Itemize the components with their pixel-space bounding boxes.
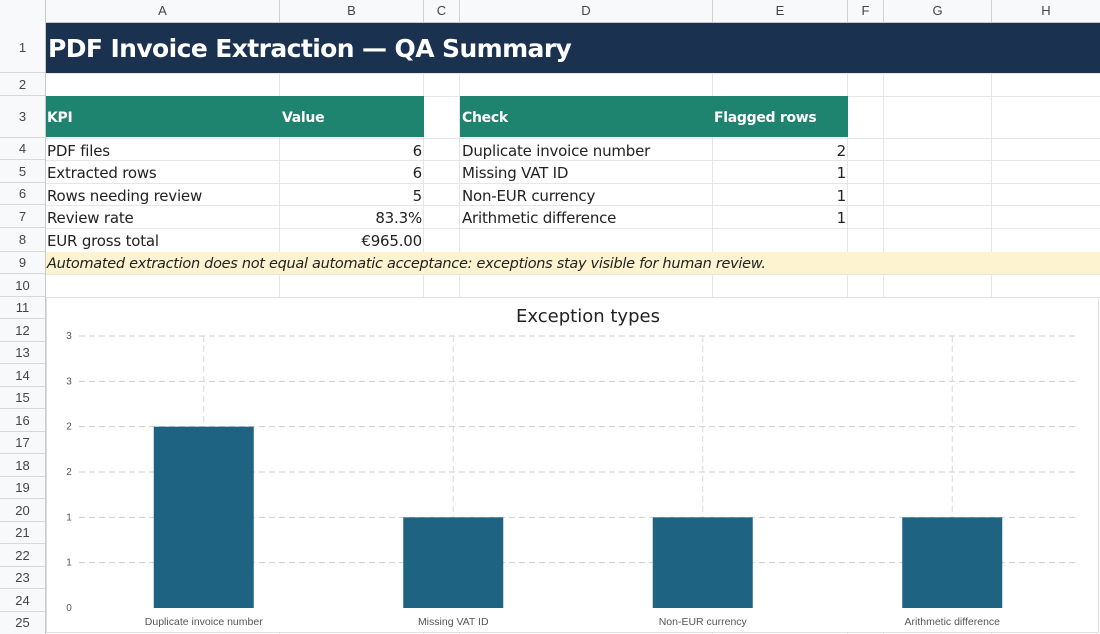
kpi-header-label: KPI: [47, 110, 73, 126]
column-header-e[interactable]: E: [713, 0, 848, 22]
row-header-17[interactable]: 17: [0, 432, 45, 454]
row-header-18[interactable]: 18: [0, 454, 45, 477]
column-header-c[interactable]: C: [424, 0, 460, 22]
chart-canvas: Exception types 0 1 1 2 2 3 3 Duplicate invoice …: [66, 306, 1077, 628]
y-tick-label: 3: [66, 376, 72, 387]
bar-2: [403, 517, 504, 608]
row-header-19[interactable]: 19: [0, 477, 45, 499]
column-header-a[interactable]: A: [46, 0, 280, 22]
title-banner[interactable]: [46, 23, 1100, 73]
row-header-3[interactable]: 3: [0, 96, 45, 138]
row-header-22[interactable]: 22: [0, 544, 45, 567]
column-header-b[interactable]: B: [280, 0, 424, 22]
row-header-14[interactable]: 14: [0, 364, 45, 387]
row-header-9[interactable]: 9: [0, 252, 45, 274]
kpi-table-header[interactable]: [46, 96, 424, 137]
row-headers: 1 2 3 4 5 6 7 8 9 10 11 12 13 14 15 16 1…: [0, 23, 46, 634]
y-tick-label: 2: [66, 422, 72, 433]
bar-3: [652, 517, 753, 608]
column-header-f[interactable]: F: [848, 0, 884, 22]
x-tick-label: Non-EUR currency: [659, 616, 748, 628]
kpi-value-review-rate[interactable]: 83.3%: [375, 209, 422, 227]
row-header-13[interactable]: 13: [0, 342, 45, 364]
row-header-1[interactable]: 1: [0, 23, 45, 73]
bar-4: [902, 517, 1003, 608]
kpi-label-pdf-files[interactable]: PDF files: [47, 142, 110, 160]
y-tick-label: 1: [66, 558, 72, 569]
row-header-20[interactable]: 20: [0, 499, 45, 522]
x-tick-label: Missing VAT ID: [418, 616, 489, 628]
check-value-missing-vat-id[interactable]: 1: [836, 164, 847, 182]
bar-1: [153, 426, 254, 608]
row-header-23[interactable]: 23: [0, 567, 45, 589]
y-tick-label: 0: [66, 603, 72, 614]
row-header-8[interactable]: 8: [0, 228, 45, 252]
y-tick-label: 3: [66, 331, 72, 342]
kpi-label-eur-gross-total[interactable]: EUR gross total: [47, 232, 159, 250]
row-header-10[interactable]: 10: [0, 274, 45, 297]
column-header-h[interactable]: H: [1041, 3, 1051, 18]
column-headers: A B C D E F G H: [0, 0, 1100, 23]
chart-title: Exception types: [516, 306, 660, 327]
column-header-d[interactable]: D: [460, 0, 713, 22]
review-note: Automated extraction does not equal auto…: [47, 256, 766, 272]
check-label-missing-vat-id[interactable]: Missing VAT ID: [462, 164, 569, 182]
note-row[interactable]: [46, 252, 1100, 274]
row-header-5[interactable]: 5: [0, 160, 45, 183]
exception-types-chart[interactable]: Exception types 0 1 1 2 2 3 3 Duplicate invoice …: [46, 297, 1099, 633]
row-header-6[interactable]: 6: [0, 183, 45, 205]
y-tick-label: 2: [66, 467, 72, 478]
row-header-15[interactable]: 15: [0, 387, 45, 409]
row-header-7[interactable]: 7: [0, 205, 45, 228]
row-header-21[interactable]: 21: [0, 522, 45, 544]
check-value-non-eur-currency[interactable]: 1: [836, 187, 847, 205]
row-header-25[interactable]: 25: [15, 615, 30, 630]
check-label-duplicate-invoice[interactable]: Duplicate invoice number: [462, 142, 651, 160]
select-all-corner[interactable]: [0, 0, 46, 23]
kpi-value-extracted-rows[interactable]: 6: [412, 164, 423, 182]
check-header-value: Flagged rows: [714, 110, 817, 126]
kpi-label-rows-needing-review[interactable]: Rows needing review: [47, 187, 203, 205]
kpi-value-rows-needing-review[interactable]: 5: [412, 187, 423, 205]
check-table-header[interactable]: [460, 96, 848, 137]
kpi-value-eur-gross-total[interactable]: €965.00: [361, 232, 422, 250]
check-header-label: Check: [462, 110, 508, 126]
row-header-11[interactable]: 11: [0, 297, 45, 319]
y-tick-label: 1: [66, 512, 72, 523]
kpi-value-pdf-files[interactable]: 6: [412, 142, 423, 160]
check-label-non-eur-currency[interactable]: Non-EUR currency: [462, 187, 596, 205]
sheet-title: PDF Invoice Extraction — QA Summary: [48, 34, 572, 63]
row-header-16[interactable]: 16: [0, 409, 45, 432]
row-header-2[interactable]: 2: [0, 73, 45, 96]
column-header-g[interactable]: G: [884, 0, 992, 22]
kpi-label-extracted-rows[interactable]: Extracted rows: [47, 164, 157, 182]
kpi-label-review-rate[interactable]: Review rate: [47, 209, 134, 227]
x-tick-label: Arithmetic difference: [904, 616, 1000, 628]
check-label-arithmetic-difference[interactable]: Arithmetic difference: [462, 209, 617, 227]
kpi-header-value: Value: [282, 110, 325, 126]
row-header-4[interactable]: 4: [0, 138, 45, 160]
row-header-12[interactable]: 12: [0, 319, 45, 342]
x-tick-label: Duplicate invoice number: [145, 616, 263, 628]
row-header-24[interactable]: 24: [0, 589, 45, 612]
check-value-arithmetic-difference[interactable]: 1: [836, 209, 847, 227]
check-value-duplicate-invoice[interactable]: 2: [836, 142, 847, 160]
